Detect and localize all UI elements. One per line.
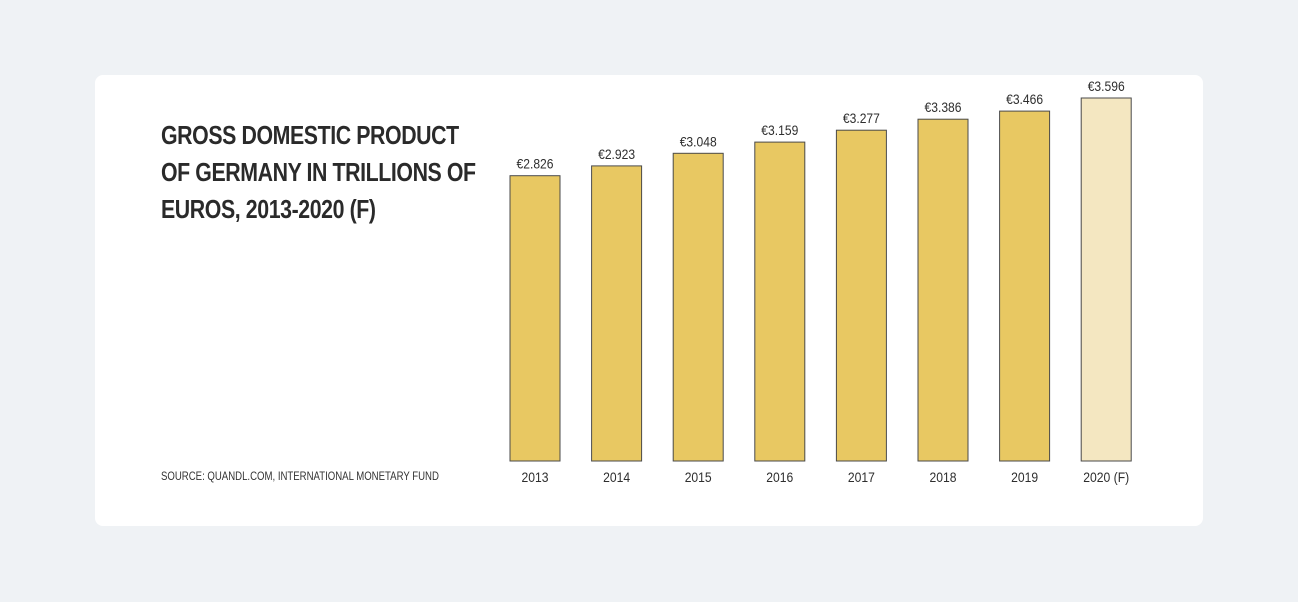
- bar-value-label: €2.923: [598, 146, 635, 162]
- chart-card: GROSS DOMESTIC PRODUCT OF GERMANY IN TRI…: [95, 75, 1203, 526]
- x-tick-label: 2019: [1011, 469, 1038, 485]
- bar-2016: [754, 141, 806, 462]
- bar-2014: [591, 165, 643, 462]
- chart-title-line-3: EUROS, 2013-2020 (F): [161, 194, 376, 224]
- x-tick-label: 2014: [603, 469, 630, 485]
- x-tick-label: 2016: [766, 469, 793, 485]
- bar-value-label: €2.826: [517, 156, 554, 172]
- bar-2013: [509, 175, 561, 462]
- bar-value-label: €3.159: [761, 122, 798, 138]
- bar-value-label: €3.466: [1006, 91, 1043, 107]
- chart-source: SOURCE: QUANDL.COM, INTERNATIONAL MONETA…: [161, 469, 439, 483]
- bar-value-label: €3.386: [925, 99, 962, 115]
- x-tick-label: 2020 (F): [1083, 469, 1129, 485]
- bar-chart: €2.826 2013 €2.923 2014 €3.048 2015 €3.159 2016…: [509, 78, 1132, 485]
- bar-2019: [999, 110, 1051, 462]
- bar-2018: [917, 118, 969, 462]
- x-tick-label: 2015: [685, 469, 712, 485]
- bar-value-label: €3.048: [680, 133, 717, 149]
- bar-2015: [672, 152, 724, 462]
- x-tick-label: 2018: [930, 469, 957, 485]
- bar-2020-f: [1080, 97, 1132, 462]
- x-tick-label: 2013: [522, 469, 549, 485]
- bar-value-label: €3.596: [1088, 78, 1125, 94]
- bar-2017: [835, 129, 887, 462]
- x-tick-label: 2017: [848, 469, 875, 485]
- bar-value-label: €3.277: [843, 110, 880, 126]
